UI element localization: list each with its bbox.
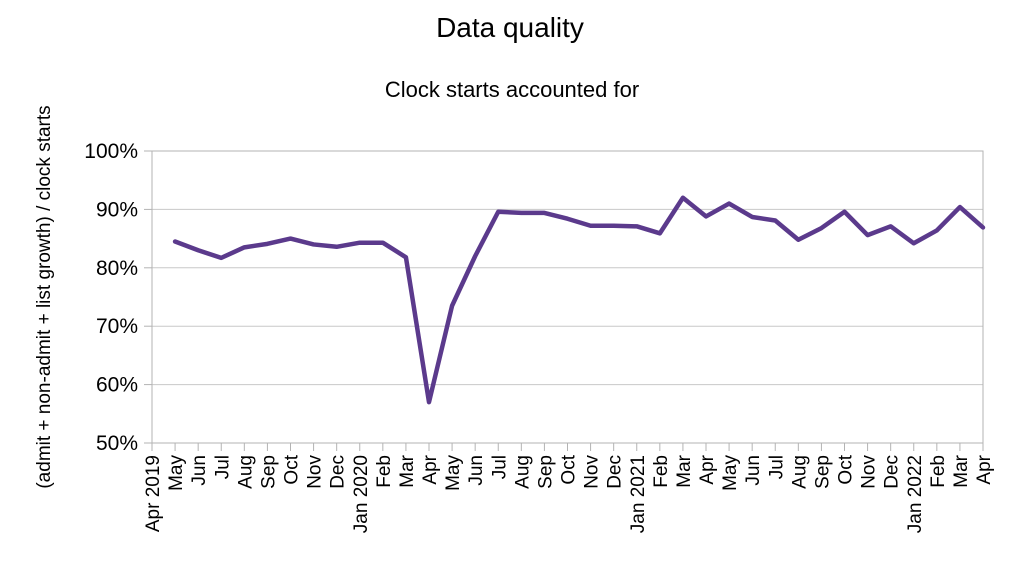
x-tick-label: Sep	[812, 455, 833, 489]
x-tick-label: Jun	[189, 455, 210, 486]
x-tick-label: Sep	[535, 455, 556, 489]
x-tick-label: Jan 2021	[628, 455, 649, 533]
x-tick-label: Jan 2022	[905, 455, 926, 533]
x-tick-label: Oct	[836, 454, 857, 484]
x-tick-label: Jan 2020	[351, 455, 372, 533]
y-axis-ticks: 50% 60% 70% 80% 90% 100%	[84, 140, 152, 455]
x-tick-label: Feb	[928, 455, 949, 488]
x-tick-label: Oct	[282, 454, 303, 484]
y-tick-label: 70%	[96, 315, 138, 338]
x-tick-label: Mar	[397, 454, 418, 487]
x-tick-label: Apr	[974, 454, 995, 484]
y-tick-label: 90%	[96, 198, 138, 221]
x-tick-label: Nov	[305, 455, 326, 489]
y-tick-label: 80%	[96, 257, 138, 280]
x-tick-label: May	[720, 455, 741, 491]
x-tick-label: Jun	[743, 455, 764, 486]
y-tick-label: 100%	[84, 140, 138, 163]
y-axis-label: (admit + non-admit + list growth) / cloc…	[34, 105, 55, 488]
x-tick-label: Nov	[582, 455, 603, 489]
x-tick-label: Aug	[789, 455, 810, 489]
x-tick-label: Dec	[605, 455, 626, 489]
x-axis-ticks: Apr 2019 May Jun Jul Aug Sep Oct Nov Dec Jan 2020…	[143, 443, 995, 533]
chart-subtitle: Clock starts accounted for	[385, 77, 639, 102]
x-tick-label: Jul	[766, 455, 787, 479]
x-tick-label: Oct	[559, 454, 580, 484]
x-tick-label: Aug	[512, 455, 533, 489]
x-tick-label: Feb	[374, 455, 395, 488]
y-tick-label: 50%	[96, 432, 138, 455]
x-tick-label: Jun	[466, 455, 487, 486]
x-tick-label: Mar	[951, 454, 972, 487]
chart-title: Data quality	[436, 12, 584, 43]
x-tick-label: Dec	[882, 455, 903, 489]
x-tick-label: Nov	[859, 455, 880, 489]
x-tick-label: Dec	[328, 455, 349, 489]
x-tick-label: Jul	[212, 455, 233, 479]
x-tick-label: Sep	[258, 455, 279, 489]
x-tick-label: Mar	[674, 454, 695, 487]
x-tick-label: Apr 2019	[143, 455, 164, 532]
series-line	[172, 195, 986, 405]
x-tick-label: Apr	[697, 454, 718, 484]
x-tick-label: Aug	[235, 455, 256, 489]
gridlines	[152, 150, 983, 444]
plot-area	[151, 150, 984, 444]
x-tick-label: May	[443, 455, 464, 491]
x-tick-label: May	[166, 455, 187, 491]
x-tick-label: Apr	[420, 454, 441, 484]
y-tick-label: 60%	[96, 374, 138, 397]
x-tick-label: Jul	[489, 455, 510, 479]
x-tick-label: Feb	[651, 455, 672, 488]
